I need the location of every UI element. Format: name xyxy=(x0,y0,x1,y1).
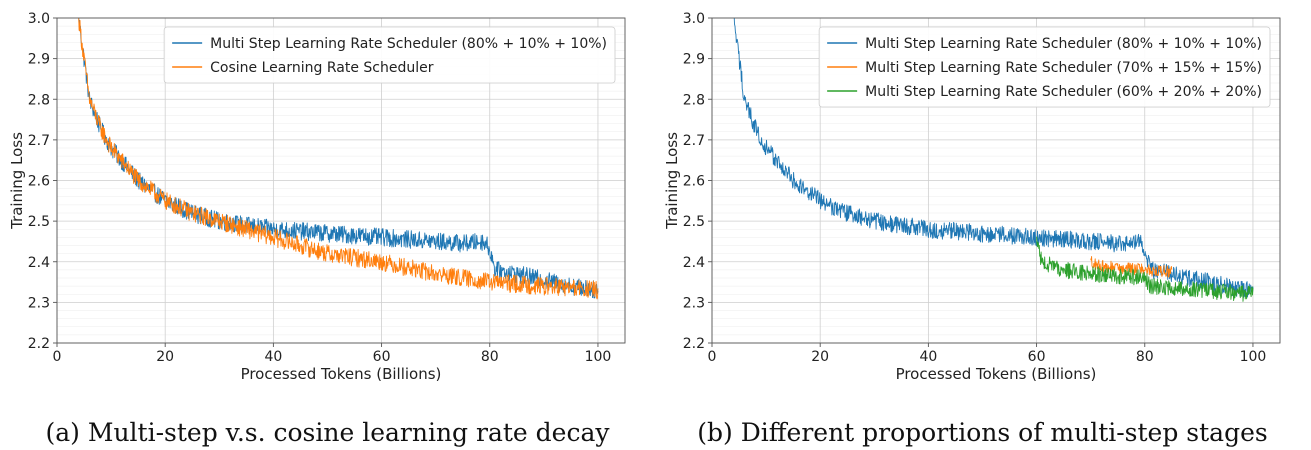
chart-b: 0 20 40 60 80 100 2.2 2.3 2.4 2.5 2.6 2.7 2.8 2.9 3.0 P… xyxy=(663,11,1281,383)
y-tick-label: 3.0 xyxy=(28,11,50,27)
y-tick-label: 2.5 xyxy=(683,214,705,230)
x-axis-label: Processed Tokens (Billions) xyxy=(896,365,1097,383)
series-line-3 xyxy=(1036,236,1254,302)
series-group xyxy=(78,18,599,300)
series-line-2 xyxy=(78,18,599,300)
x-tick-label: 100 xyxy=(585,349,612,365)
legend-label: Multi Step Learning Rate Scheduler (70% … xyxy=(865,60,1262,76)
y-tick-label: 2.9 xyxy=(28,52,50,68)
x-axis-label: Processed Tokens (Billions) xyxy=(241,365,442,383)
series-group xyxy=(733,18,1254,302)
legend-label: Multi Step Learning Rate Scheduler (80% … xyxy=(865,36,1262,52)
legend: Multi Step Learning Rate Scheduler (80% … xyxy=(163,26,616,84)
y-tick-label: 3.0 xyxy=(683,11,705,27)
x-tick-label: 60 xyxy=(1028,349,1046,365)
chart-a: 0 20 40 60 80 100 2.2 2.3 2.4 2.5 2.6 2.7 2.8 2.9 3.0 P… xyxy=(8,11,626,383)
legend: Multi Step Learning Rate Scheduler (80% … xyxy=(818,26,1271,108)
x-tick-label: 0 xyxy=(708,349,717,365)
y-tick-label: 2.6 xyxy=(28,174,50,190)
legend-label: Multi Step Learning Rate Scheduler (80% … xyxy=(210,36,607,52)
series-line-1 xyxy=(78,18,599,299)
y-tick-label: 2.9 xyxy=(683,52,705,68)
y-tick-label: 2.4 xyxy=(683,255,705,271)
y-tick-label: 2.2 xyxy=(683,336,705,352)
legend-label: Cosine Learning Rate Scheduler xyxy=(210,60,434,76)
series-line-2 xyxy=(1090,256,1173,278)
x-tick-label: 40 xyxy=(264,349,282,365)
caption-a: (a) Multi-step v.s. cosine learning rate… xyxy=(45,418,610,447)
chart-panel-b: 0 20 40 60 80 100 2.2 2.3 2.4 2.5 2.6 2.7 2.8 2.9 3.0 P… xyxy=(655,0,1310,450)
legend-box xyxy=(163,26,616,84)
y-tick-label: 2.2 xyxy=(28,336,50,352)
y-tick-label: 2.4 xyxy=(28,255,50,271)
chart-panel-a: 0 20 40 60 80 100 2.2 2.3 2.4 2.5 2.6 2.7 2.8 2.9 3.0 P… xyxy=(0,0,655,450)
y-tick-label: 2.6 xyxy=(683,174,705,190)
x-tick-label: 100 xyxy=(1240,349,1267,365)
y-tick-label: 2.3 xyxy=(683,295,705,311)
y-tick-label: 2.5 xyxy=(28,214,50,230)
x-tick-label: 80 xyxy=(1136,349,1154,365)
series-line-1 xyxy=(733,18,1254,298)
y-tick-label: 2.8 xyxy=(683,92,705,108)
x-tick-label: 0 xyxy=(53,349,62,365)
x-tick-label: 20 xyxy=(156,349,174,365)
legend-label: Multi Step Learning Rate Scheduler (60% … xyxy=(865,84,1262,100)
y-tick-label: 2.7 xyxy=(683,133,705,149)
x-tick-label: 40 xyxy=(919,349,937,365)
x-tick-label: 80 xyxy=(481,349,499,365)
y-tick-label: 2.7 xyxy=(28,133,50,149)
x-tick-label: 60 xyxy=(373,349,391,365)
caption-b: (b) Different proportions of multi-step … xyxy=(697,418,1268,447)
y-axis-label: Training Loss xyxy=(8,132,26,230)
y-tick-label: 2.8 xyxy=(28,92,50,108)
x-tick-label: 20 xyxy=(811,349,829,365)
y-tick-label: 2.3 xyxy=(28,295,50,311)
y-axis-label: Training Loss xyxy=(663,132,681,230)
legend-box xyxy=(818,26,1271,108)
